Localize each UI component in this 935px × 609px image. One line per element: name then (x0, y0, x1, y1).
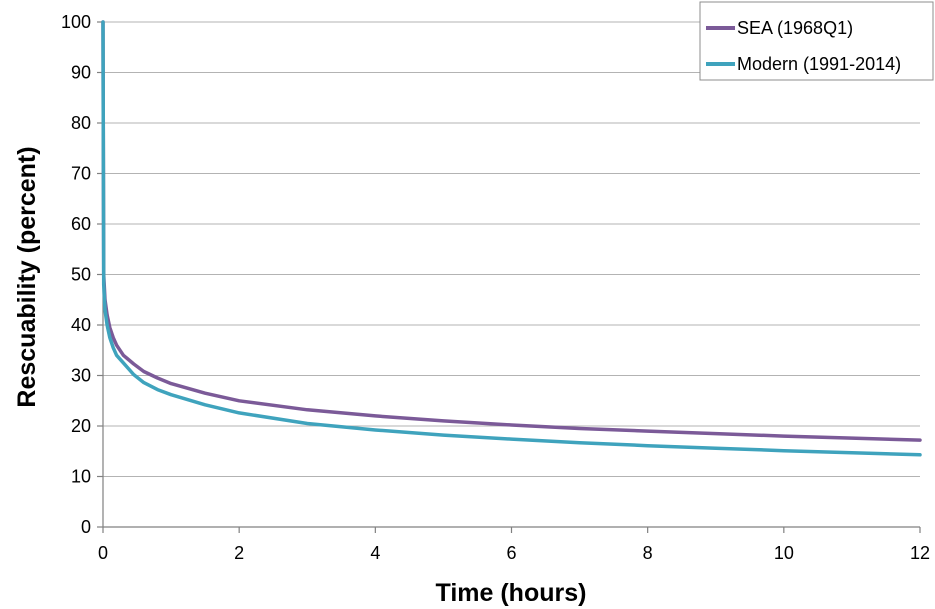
y-tick-label-60: 60 (71, 214, 91, 234)
x-tick-label-4: 4 (370, 543, 380, 563)
axes (97, 21, 921, 533)
y-tick-label-70: 70 (71, 164, 91, 184)
legend: SEA (1968Q1) Modern (1991-2014) (699, 1, 934, 81)
y-tick-label-30: 30 (71, 366, 91, 386)
series-line-1 (101, 20, 922, 457)
series-line-0 (101, 20, 922, 442)
x-tick-label-6: 6 (506, 543, 516, 563)
legend-label-modern: Modern (1991-2014) (737, 54, 901, 74)
y-axis-title: Rescuability (percent) (13, 146, 41, 407)
y-tick-label-0: 0 (81, 517, 91, 537)
legend-box (699, 1, 934, 81)
x-tick-label-2: 2 (234, 543, 244, 563)
y-tick-label-100: 100 (61, 12, 91, 32)
y-tick-label-40: 40 (71, 315, 91, 335)
y-tick-label-90: 90 (71, 63, 91, 83)
y-tick-label-80: 80 (71, 113, 91, 133)
legend-label-sea: SEA (1968Q1) (737, 18, 853, 38)
y-tick-label-50: 50 (71, 265, 91, 285)
x-tick-label-10: 10 (774, 543, 794, 563)
x-tick-labels: 0 2 4 6 8 10 12 (98, 543, 930, 563)
y-tick-labels: 0 10 20 30 40 50 60 70 80 90 100 (61, 12, 91, 537)
x-tick-label-8: 8 (643, 543, 653, 563)
x-tick-label-12: 12 (910, 543, 930, 563)
x-tick-label-0: 0 (98, 543, 108, 563)
series-lines (101, 20, 922, 457)
y-tick-label-10: 10 (71, 467, 91, 487)
x-axis-title: Time (hours) (436, 579, 587, 607)
y-tick-label-20: 20 (71, 416, 91, 436)
